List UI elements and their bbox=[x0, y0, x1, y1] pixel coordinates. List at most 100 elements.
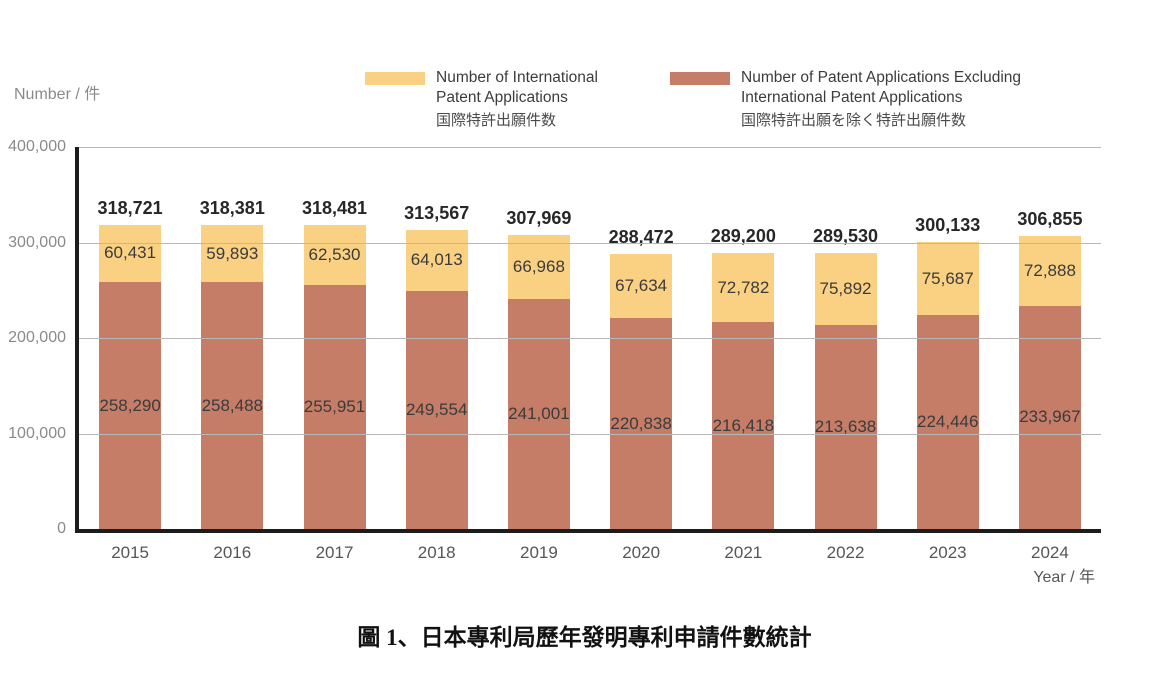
y-tick-label-0: 0 bbox=[57, 520, 66, 537]
legend-item-excluding-international: Number of Patent Applications Excluding … bbox=[670, 68, 1021, 130]
bar-column-2023: 300,133 75,687 224,446 2023 bbox=[897, 147, 999, 562]
bar-2017: 62,530 255,951 bbox=[303, 224, 366, 529]
total-label-2017: 318,481 bbox=[301, 197, 368, 218]
y-tick-label-200000: 200,000 bbox=[8, 329, 66, 346]
total-label-2021: 289,200 bbox=[710, 225, 776, 246]
segment-international-2018: 64,013 bbox=[405, 229, 468, 291]
bar-2021: 72,782 216,418 bbox=[712, 252, 775, 529]
segment-label-international-2019: 66,968 bbox=[512, 256, 565, 276]
segment-excluding-international-2023: 224,446 bbox=[916, 314, 979, 529]
segment-label-international-2016: 59,893 bbox=[206, 243, 259, 263]
bar-column-2020: 288,472 67,634 220,838 2020 bbox=[590, 147, 692, 562]
bar-2020: 67,634 220,838 bbox=[610, 253, 673, 529]
bar-column-2019: 307,969 66,968 241,001 2019 bbox=[488, 147, 590, 562]
x-tick-label-2023: 2023 bbox=[928, 543, 967, 562]
segment-excluding-international-2020: 220,838 bbox=[610, 318, 673, 529]
segment-label-international-2023: 75,687 bbox=[921, 268, 974, 288]
x-tick-label-2021: 2021 bbox=[724, 543, 763, 562]
segment-international-2017: 62,530 bbox=[303, 224, 366, 285]
x-tick-label-2022: 2022 bbox=[826, 543, 865, 562]
x-axis-title: Year / 年 bbox=[1033, 569, 1095, 586]
total-label-2016: 318,381 bbox=[199, 197, 265, 218]
segment-label-excluding-international-2023: 224,446 bbox=[916, 411, 979, 431]
legend-item-international: Number of International Patent Applicati… bbox=[365, 68, 598, 130]
bar-column-2018: 313,567 64,013 249,554 2018 bbox=[386, 147, 488, 562]
legend-sublabel-japanese: 国際特許出願を除く特許出願件数 bbox=[741, 112, 967, 129]
legend-swatch-excluding-international bbox=[670, 72, 730, 85]
segment-excluding-international-2018: 249,554 bbox=[405, 290, 468, 529]
segment-label-international-2020: 67,634 bbox=[615, 275, 668, 295]
legend-text-international: Number of International Patent Applicati… bbox=[436, 68, 598, 130]
segment-label-international-2021: 72,782 bbox=[717, 277, 770, 297]
total-label-2019: 307,969 bbox=[506, 207, 572, 228]
total-label-2018: 313,567 bbox=[404, 202, 470, 223]
segment-label-excluding-international-2017: 255,951 bbox=[303, 396, 366, 416]
total-label-2020: 288,472 bbox=[608, 226, 674, 247]
y-tick-label-100000: 100,000 bbox=[8, 424, 66, 442]
legend-swatch-international bbox=[365, 72, 425, 85]
gridline-200000 bbox=[79, 338, 1101, 339]
bar-2016: 59,893 258,488 bbox=[201, 224, 264, 529]
segment-excluding-international-2015: 258,290 bbox=[99, 282, 162, 529]
legend-label-line: Patent Applications bbox=[436, 89, 568, 106]
segment-excluding-international-2021: 216,418 bbox=[712, 322, 775, 529]
x-tick-label-2019: 2019 bbox=[520, 543, 558, 562]
y-tick-label-300000: 300,000 bbox=[8, 233, 66, 251]
segment-excluding-international-2024: 233,967 bbox=[1018, 305, 1081, 529]
y-axis-title: Number / 件 bbox=[14, 86, 101, 103]
segment-international-2024: 72,888 bbox=[1018, 235, 1081, 306]
bar-column-2017: 318,481 62,530 255,951 2017 bbox=[283, 147, 385, 562]
segment-excluding-international-2016: 258,488 bbox=[201, 282, 264, 529]
segment-international-2016: 59,893 bbox=[201, 224, 264, 283]
segment-international-2019: 66,968 bbox=[507, 234, 570, 299]
segment-label-international-2018: 64,013 bbox=[410, 250, 463, 270]
segment-label-excluding-international-2024: 233,967 bbox=[1019, 407, 1081, 427]
bar-column-2024: 306,855 72,888 233,967 2024 bbox=[999, 147, 1101, 562]
bar-2024: 72,888 233,967 bbox=[1018, 235, 1081, 529]
segment-label-excluding-international-2016: 258,488 bbox=[201, 395, 264, 415]
bar-2015: 60,431 258,290 bbox=[99, 224, 162, 529]
legend-label-line: Number of International bbox=[436, 69, 598, 86]
legend-label-line: Number of Patent Applications Excluding bbox=[741, 69, 1022, 86]
x-tick-label-2018: 2018 bbox=[417, 543, 456, 562]
x-tick-label-2016: 2016 bbox=[213, 543, 252, 562]
gridline-100000 bbox=[79, 433, 1101, 435]
total-label-2015: 318,721 bbox=[97, 197, 163, 218]
gridline-300000 bbox=[79, 242, 1101, 244]
segment-international-2022: 75,892 bbox=[814, 252, 877, 325]
y-tick-label-400000: 400,000 bbox=[8, 138, 66, 155]
bars-container: 318,721 60,431 258,290 2015 318,381 59,893 258… bbox=[79, 147, 1101, 563]
gridline-400000 bbox=[79, 147, 1101, 148]
segment-excluding-international-2022: 213,638 bbox=[814, 324, 877, 529]
bar-column-2016: 318,381 59,893 258,488 2016 bbox=[181, 147, 283, 562]
x-tick-label-2020: 2020 bbox=[622, 543, 661, 562]
segment-international-2021: 72,782 bbox=[712, 252, 775, 323]
segment-excluding-international-2019: 241,001 bbox=[507, 298, 570, 529]
bar-2019: 66,968 241,001 bbox=[507, 234, 570, 529]
total-label-2023: 300,133 bbox=[915, 215, 981, 236]
segment-label-international-2022: 75,892 bbox=[819, 278, 872, 298]
legend-label-line: International Patent Applications bbox=[741, 89, 963, 106]
segment-international-2020: 67,634 bbox=[610, 253, 673, 319]
figure-caption: 圖 1、日本專利局歷年發明專利申請件數統計 bbox=[357, 625, 812, 650]
segment-international-2023: 75,687 bbox=[916, 242, 979, 315]
legend-sublabel-japanese: 国際特許出願件数 bbox=[436, 112, 557, 129]
y-axis-tick-labels: 0 100,000 200,000 300,000 400,000 bbox=[0, 138, 66, 537]
bar-2023: 75,687 224,446 bbox=[916, 242, 979, 529]
legend-text-excluding-international: Number of Patent Applications Excluding … bbox=[741, 68, 1021, 130]
total-label-2024: 306,855 bbox=[1017, 208, 1083, 229]
bar-2022: 75,892 213,638 bbox=[814, 252, 877, 529]
plot-area: 318,721 60,431 258,290 2015 318,381 59,893 258… bbox=[75, 147, 1101, 563]
segment-excluding-international-2017: 255,951 bbox=[303, 284, 366, 529]
bar-column-2021: 289,200 72,782 216,418 2021 bbox=[692, 147, 794, 562]
bar-column-2015: 318,721 60,431 258,290 2015 bbox=[79, 147, 181, 562]
segment-international-2015: 60,431 bbox=[99, 224, 162, 283]
segment-label-international-2015: 60,431 bbox=[104, 243, 157, 263]
total-label-2022: 289,530 bbox=[812, 225, 879, 246]
bar-column-2022: 289,530 75,892 213,638 2022 bbox=[794, 147, 896, 563]
segment-label-international-2017: 62,530 bbox=[308, 244, 361, 264]
bar-2018: 64,013 249,554 bbox=[405, 229, 468, 529]
segment-label-excluding-international-2018: 249,554 bbox=[405, 399, 468, 419]
segment-label-international-2024: 72,888 bbox=[1023, 260, 1076, 280]
